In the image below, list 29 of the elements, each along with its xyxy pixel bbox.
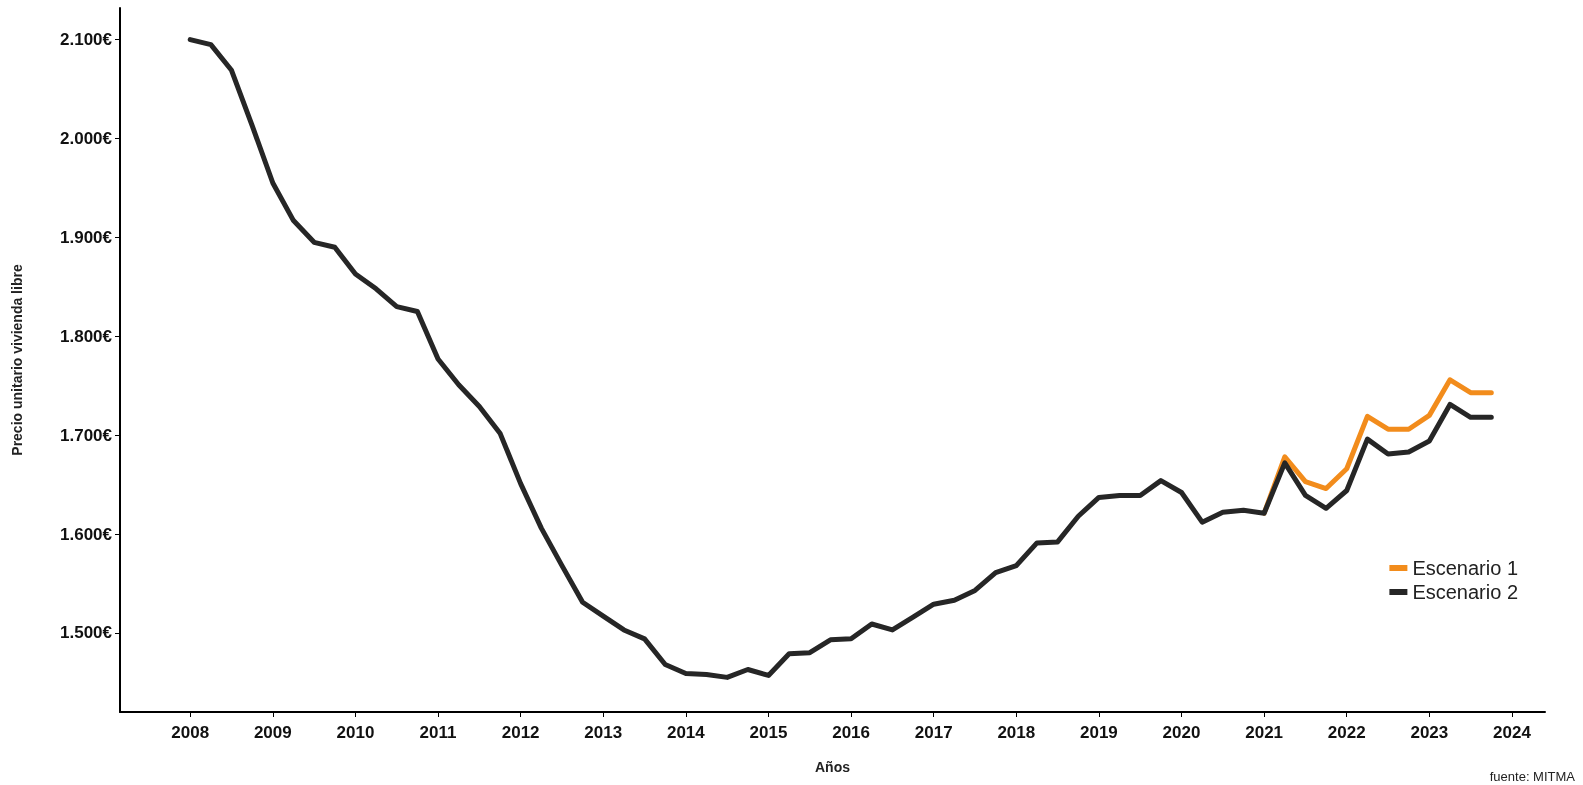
x-tick-label: 2024 [1493, 723, 1532, 742]
x-tick-label: 2011 [419, 723, 457, 742]
source-note: fuente: MITMA [1489, 769, 1576, 784]
x-axis-title: Años [815, 759, 851, 775]
x-tick-label: 2014 [666, 723, 706, 742]
x-tick-label: 2021 [1245, 723, 1284, 742]
x-tick-label: 2018 [997, 723, 1036, 742]
x-tick-label: 2015 [749, 723, 788, 742]
x-tick-label: 2012 [501, 723, 540, 742]
x-tick-label: 2016 [832, 723, 870, 742]
x-tick-label: 2017 [914, 723, 953, 742]
y-tick-label: 1.500€ [60, 623, 113, 643]
legend-label: Escenario 1 [1412, 557, 1519, 579]
y-tick-label: 1.600€ [60, 524, 113, 544]
y-tick-label: 1.900€ [60, 227, 113, 247]
y-tick-label: 1.700€ [60, 425, 113, 445]
x-tick-label: 2009 [253, 723, 292, 742]
x-tick-label: 2010 [336, 723, 375, 742]
x-tick-label: 2019 [1080, 723, 1118, 742]
y-axis-title: Precio unitario vivienda libre [9, 264, 25, 456]
x-tick-label: 2013 [584, 723, 623, 742]
y-tick-label: 2.100€ [60, 30, 113, 50]
y-tick-label: 1.800€ [60, 326, 113, 346]
x-tick-label: 2020 [1162, 723, 1201, 742]
x-tick-label: 2022 [1327, 723, 1366, 742]
x-tick-label: 2023 [1410, 723, 1449, 742]
y-tick-label: 2.000€ [60, 129, 113, 149]
x-tick-label: 2008 [171, 723, 210, 742]
legend-label: Escenario 2 [1412, 581, 1519, 603]
